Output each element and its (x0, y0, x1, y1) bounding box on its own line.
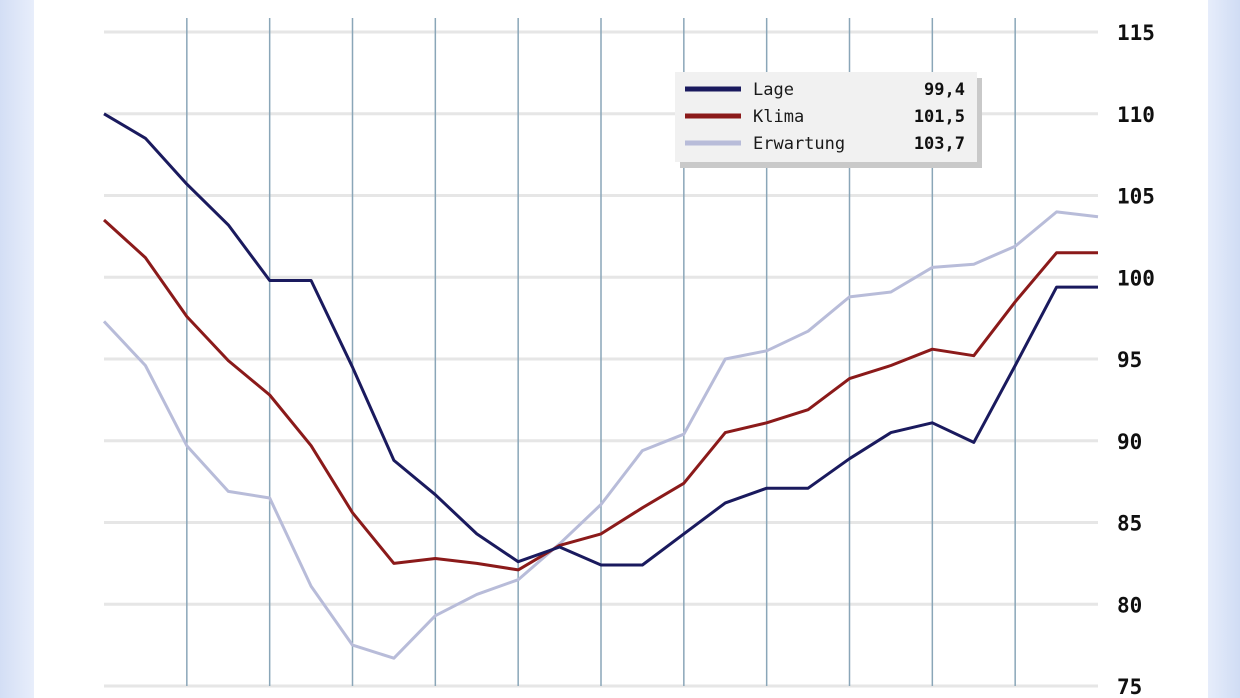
y-tick-label: 115 (1117, 21, 1155, 45)
series-line-lage (103, 112, 1098, 567)
y-tick-label: 75 (1117, 675, 1142, 698)
legend-value-klima: 101,5 (914, 107, 965, 127)
legend-value-erwartung: 103,7 (914, 134, 965, 154)
legend: Lage 99,4 Klima 101,5 Erwartung 103,7 (675, 72, 982, 168)
series-lines (102, 112, 1099, 660)
legend-label-erwartung: Erwartung (753, 134, 845, 154)
y-tick-label: 105 (1117, 185, 1155, 209)
y-axis-tick-labels: 115 110 105 100 95 90 85 80 75 (1117, 21, 1155, 698)
frame-border-left (0, 0, 34, 698)
y-tick-label: 90 (1117, 430, 1142, 454)
series-line-erwartung (102, 210, 1099, 660)
legend-value-lage: 99,4 (924, 80, 965, 100)
y-tick-label: 95 (1117, 348, 1142, 372)
legend-label-lage: Lage (753, 80, 794, 100)
y-tick-label: 100 (1117, 266, 1155, 290)
y-tick-label: 110 (1117, 103, 1155, 127)
legend-label-klima: Klima (753, 107, 804, 127)
frame-border-right (1208, 0, 1240, 698)
series-line-klima (102, 218, 1098, 572)
y-tick-label: 80 (1117, 593, 1142, 617)
y-tick-label: 85 (1117, 512, 1142, 536)
